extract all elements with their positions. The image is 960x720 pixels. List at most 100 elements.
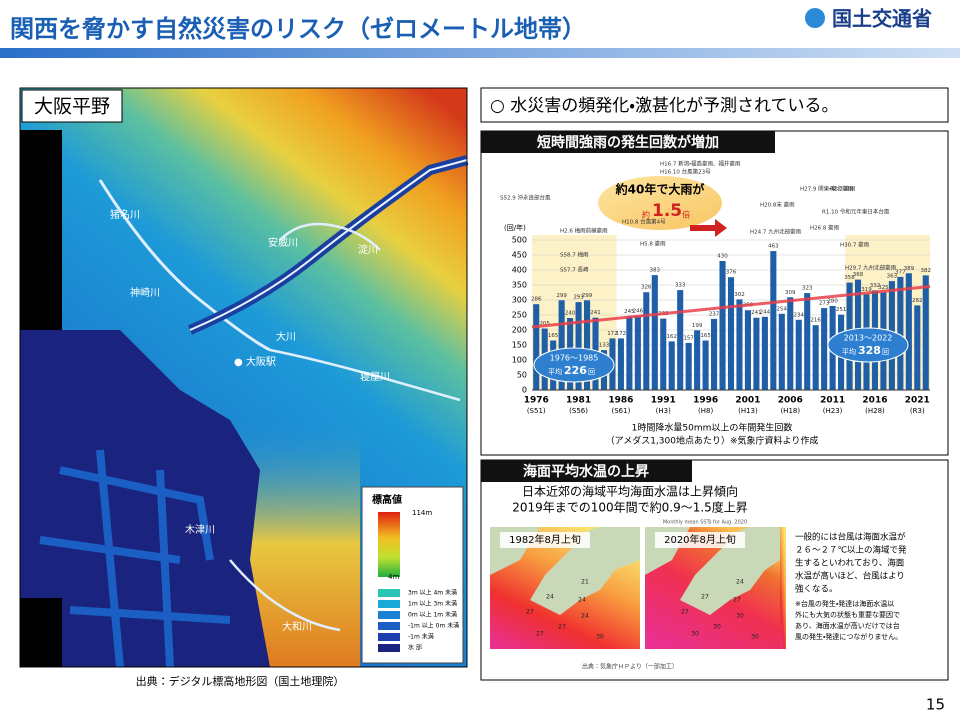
value-label: 251	[836, 307, 847, 313]
bar	[770, 251, 777, 390]
y-tick-label: 300	[512, 296, 527, 305]
value-label: 302	[734, 292, 745, 298]
sst-note: 強くなる。	[795, 584, 838, 595]
value-label: 172	[616, 331, 627, 337]
x-tick-era: (H18)	[780, 407, 800, 415]
sst-note2: あり、海面水温が高いだけでは台	[795, 621, 900, 630]
logo-text: 国土交通省	[832, 7, 932, 31]
x-tick-label: 2001	[735, 396, 760, 406]
place-label: 神崎川	[130, 286, 160, 299]
period-avg: 226	[564, 364, 587, 377]
section-title: 短時間強雨の発生回数が増加	[537, 134, 719, 151]
period-avg-label: 平均	[842, 347, 856, 356]
x-tick-label: 1981	[566, 396, 591, 406]
bar	[761, 316, 768, 390]
x-tick-era: (S56)	[569, 407, 588, 415]
reclaimed-land	[39, 449, 231, 668]
map-label: 大阪平野	[34, 96, 110, 118]
headline-box	[480, 87, 949, 123]
legend-swatch	[378, 644, 400, 652]
value-label: 165	[700, 333, 711, 339]
river	[229, 222, 461, 632]
y-tick-label: 450	[512, 251, 527, 260]
value-label: 234	[793, 312, 804, 318]
contour-label: 27	[526, 609, 534, 616]
x-tick-label: 2006	[778, 396, 803, 406]
legend-item: 0m 以上 1m 未満	[408, 611, 457, 619]
contour-label: 27	[733, 597, 741, 604]
value-label: 162	[666, 334, 677, 340]
x-tick-era: (H8)	[698, 407, 713, 415]
bar	[787, 297, 794, 390]
sst-colorbar	[780, 527, 786, 649]
contour-label: 27	[701, 594, 709, 601]
value-label: 157	[683, 335, 694, 341]
event-label: H27.9 関東・東北豪雨	[800, 185, 854, 193]
bar	[668, 341, 675, 390]
bar	[634, 316, 641, 390]
sst-note2: 風の発生・発達につながりません。	[795, 632, 902, 641]
value-label: 325	[878, 285, 889, 291]
bar	[617, 338, 624, 390]
trend-line	[531, 285, 931, 329]
event-label: H16.10 台風第23号	[660, 168, 711, 176]
event-label: R1.10 令和元年東日本台風	[822, 208, 890, 216]
legend-swatch	[378, 633, 400, 641]
contour-label: 27	[558, 624, 566, 631]
event-label: H16.7 新潟・福島豪雨、福井豪雨	[660, 160, 741, 168]
value-label: 382	[921, 268, 932, 274]
value-label: 299	[582, 293, 593, 299]
y-tick-label: 200	[512, 326, 527, 335]
value-label: 280	[827, 299, 838, 305]
value-label: 273	[819, 301, 830, 307]
x-tick-era: (H28)	[865, 407, 885, 415]
event-label: H10.8 台風第4号	[622, 218, 666, 226]
section-title: 海面平均水温の上昇	[523, 463, 649, 480]
y-tick-label: 400	[512, 266, 527, 275]
value-label: 199	[692, 323, 703, 329]
contour-label: 30	[713, 624, 721, 631]
value-label: 377	[895, 269, 906, 275]
sst-label-box	[655, 532, 745, 548]
bar	[804, 293, 811, 390]
y-tick-label: 250	[512, 311, 527, 320]
y-tick-label: 100	[512, 356, 527, 365]
y-tick-label: 350	[512, 281, 527, 290]
bar	[660, 318, 667, 390]
place-label: 淀川	[358, 244, 378, 256]
river	[98, 179, 271, 352]
contour-label: 30	[596, 634, 604, 641]
x-tick-label: 1991	[651, 396, 676, 406]
callout-value: 1.5	[652, 201, 682, 221]
bar	[685, 342, 692, 390]
x-tick-era: (H3)	[656, 407, 671, 415]
value-label: 254	[777, 306, 788, 312]
header-title: 関西を脅かす自然災害のリスク（ゼロメートル地帯）	[10, 15, 586, 43]
y-tick-label: 500	[512, 236, 527, 245]
period-callout	[827, 327, 909, 363]
contour-label: 27	[536, 631, 544, 638]
header-bar	[0, 48, 960, 58]
sst-note2: ※台風の発生・発達は海面水温以	[795, 599, 894, 608]
bar	[694, 330, 701, 390]
legend-swatch	[378, 611, 400, 619]
callout-pre: 約	[642, 210, 650, 220]
sst-land	[490, 527, 640, 615]
logo-icon	[805, 8, 825, 28]
map-frame	[19, 87, 468, 668]
callout-line1: 約40年で大雨が	[615, 182, 705, 197]
legend-swatch	[378, 600, 400, 608]
page-number: 15	[926, 696, 945, 714]
section-bar	[481, 131, 775, 153]
x-tick-label: 1986	[608, 396, 633, 406]
bar	[778, 313, 785, 390]
value-label: 205	[539, 321, 550, 327]
value-label: 237	[709, 311, 720, 317]
event-label: S58.7 梅雨	[560, 251, 589, 259]
sst-note: 生するといわれており、海面	[795, 558, 905, 569]
map-edge	[20, 130, 62, 330]
contour-label: 24	[736, 579, 744, 586]
bar	[719, 261, 726, 390]
event-label: H2.6 梅雨前線豪雨	[560, 227, 608, 235]
legend-item: -1m 以上 0m 未満	[408, 622, 459, 630]
